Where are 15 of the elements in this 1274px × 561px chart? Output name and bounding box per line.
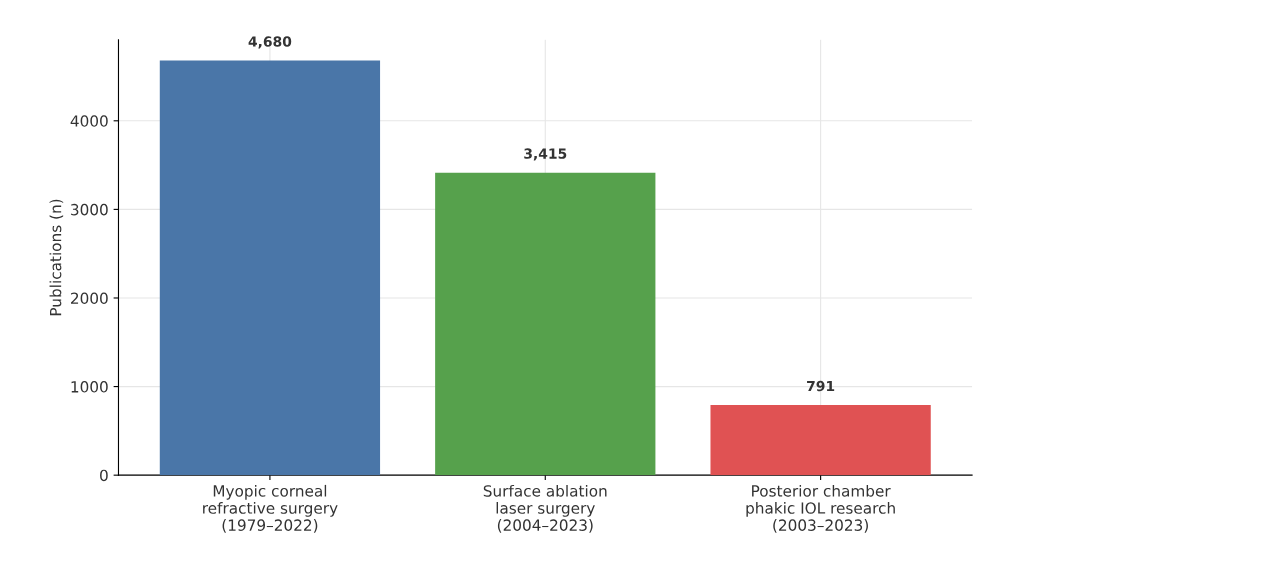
data-label: 3,415 <box>524 148 567 161</box>
y-tick-label: 0 <box>100 469 108 482</box>
x-tick-label: Myopic corneal refractive surgery (1979–2022) <box>203 484 338 533</box>
y-tick-label: 1000 <box>71 381 108 393</box>
bar <box>159 60 381 476</box>
y-tick-label: 3000 <box>71 203 108 216</box>
bar <box>710 405 931 476</box>
data-label: 4,680 <box>248 36 292 49</box>
bar <box>435 172 656 476</box>
y-axis-title: Publications (n) <box>49 199 64 316</box>
y-tick-label: 4000 <box>70 115 108 127</box>
data-label: 791 <box>807 380 835 392</box>
y-tick-label: 2000 <box>71 292 108 305</box>
x-tick-label: Surface ablation laser surgery (2004–2023) <box>483 484 607 533</box>
x-tick-label: Posterior chamber phakic IOL research (2003–2023) <box>746 484 895 533</box>
